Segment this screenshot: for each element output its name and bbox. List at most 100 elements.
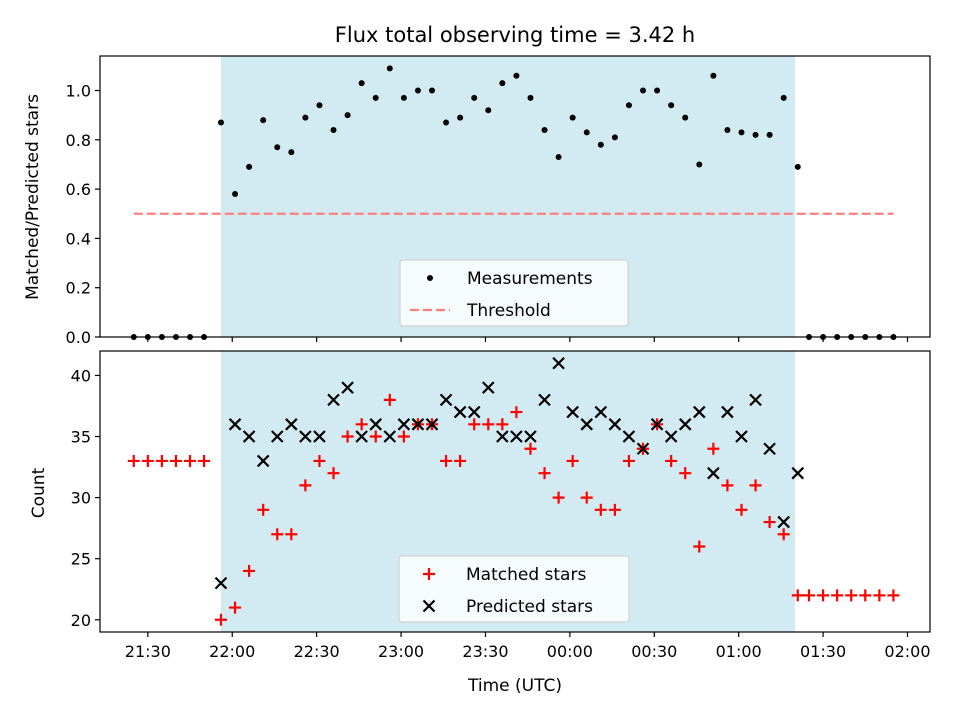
- measurement-point: [696, 161, 703, 168]
- predicted-stars-point: [622, 430, 636, 443]
- predicted-stars-point: [721, 405, 734, 419]
- measurement-point: [400, 94, 407, 101]
- matched-stars-point: [313, 454, 326, 467]
- matched-stars-point: [831, 589, 844, 602]
- measurement-point: [682, 114, 689, 121]
- predicted-stars-point: [566, 405, 579, 419]
- predicted-stars-point: [580, 418, 594, 431]
- measurement-point: [302, 114, 309, 121]
- predicted-stars-point: [313, 430, 326, 443]
- legend-entry-label: Matched stars: [466, 565, 586, 585]
- predicted-stars-point: [749, 393, 762, 407]
- predicted-stars-point: [763, 442, 776, 456]
- predicted-stars-point: [453, 405, 467, 419]
- predicted-stars-point: [552, 356, 565, 370]
- matched-stars-point: [608, 503, 621, 516]
- measurement-point: [499, 80, 506, 87]
- x-tick-label: 01:30: [800, 642, 846, 661]
- matched-stars-point: [679, 467, 692, 480]
- x-tick-label: 02:00: [884, 642, 930, 661]
- matched-stars-point: [299, 479, 312, 492]
- matched-stars-point: [735, 503, 748, 516]
- legend-marker-predicted: [422, 599, 436, 613]
- matched-stars-point: [580, 491, 593, 504]
- legend-entry-label: Measurements: [467, 269, 593, 289]
- measurement-point: [485, 107, 492, 114]
- predicted-stars-point: [299, 430, 312, 443]
- matched-stars-point: [383, 393, 396, 406]
- measurement-point: [794, 163, 801, 170]
- matched-stars-point: [594, 503, 607, 516]
- predicted-stars-point: [285, 418, 298, 431]
- predicted-stars-point: [439, 393, 453, 407]
- matched-stars-point: [285, 528, 298, 541]
- measurement-point: [414, 87, 421, 94]
- measurement-point: [471, 94, 478, 101]
- measurement-point: [668, 102, 675, 109]
- matched-stars-point: [369, 430, 382, 443]
- predicted-stars-point: [481, 381, 495, 394]
- predicted-stars-point: [693, 405, 706, 419]
- matched-stars-point: [845, 589, 858, 602]
- measurement-point: [358, 80, 365, 87]
- predicted-stars-point: [496, 430, 509, 443]
- y-tick-label: 30: [71, 489, 91, 508]
- matched-stars-point: [454, 454, 467, 467]
- x-tick-label: 00:00: [547, 642, 593, 661]
- legend-marker-matched: [423, 568, 435, 580]
- matched-stars-point: [482, 418, 495, 431]
- x-tick-label: 01:00: [716, 642, 762, 661]
- measurement-point: [429, 87, 435, 94]
- predicted-stars-point: [411, 418, 425, 431]
- measurement-point: [330, 126, 337, 133]
- measurement-point: [541, 126, 548, 133]
- predicted-stars-point: [678, 418, 692, 431]
- matched-stars-point: [155, 454, 168, 467]
- y-tick-label: 0.0: [66, 328, 91, 347]
- matched-stars-point: [355, 418, 368, 431]
- y-tick-label: 25: [71, 550, 91, 569]
- legend-marker-measurements: [427, 275, 433, 281]
- predicted-stars-point: [791, 466, 805, 480]
- top-y-axis-label: Matched/Predicted stars: [23, 94, 43, 300]
- matched-stars-point: [873, 589, 886, 602]
- measurement-point: [625, 102, 632, 109]
- predicted-stars-point: [664, 430, 678, 443]
- predicted-stars-point: [270, 430, 284, 443]
- axes-frame: [99, 55, 931, 338]
- predicted-stars-point: [524, 430, 537, 443]
- matched-stars-point: [243, 564, 256, 577]
- x-tick-label: 23:00: [378, 642, 424, 661]
- chart-title: Flux total observing time = 3.42 h: [335, 23, 695, 47]
- measurement-point: [372, 94, 379, 101]
- y-tick-label: 20: [71, 611, 91, 630]
- matched-stars-point: [552, 491, 565, 504]
- measurement-point: [766, 131, 773, 138]
- x-tick-label: 22:30: [294, 642, 340, 661]
- bottom-y-axis-label: Count: [29, 467, 49, 518]
- matched-stars-point: [749, 479, 762, 492]
- matched-stars-point: [707, 442, 720, 455]
- matched-stars-point: [141, 454, 154, 467]
- measurement-point: [386, 65, 393, 72]
- matched-stars-point: [496, 418, 509, 431]
- measurement-point: [443, 119, 450, 126]
- axes-frame: [99, 350, 931, 633]
- x-tick-label: 23:30: [462, 642, 508, 661]
- predicted-stars-point: [538, 393, 551, 407]
- measurement-point: [780, 94, 787, 101]
- y-tick-label: 0.8: [66, 131, 91, 150]
- measurement-point: [246, 163, 253, 170]
- measurement-point: [217, 119, 224, 126]
- matched-stars-point: [327, 467, 340, 480]
- bottom-panel-counts: 20 25 30 35 40 21:30 22:00 22:30 23:00 23:30 00:00…: [71, 350, 931, 661]
- matched-stars-point: [524, 442, 537, 455]
- predicted-stars-point: [707, 466, 720, 480]
- y-tick-label: 40: [71, 366, 91, 385]
- matched-stars-point: [229, 601, 242, 614]
- matched-stars-point: [566, 454, 579, 467]
- predicted-stars-point: [214, 576, 228, 590]
- matched-stars-point: [468, 418, 481, 431]
- predicted-stars-point: [383, 430, 397, 443]
